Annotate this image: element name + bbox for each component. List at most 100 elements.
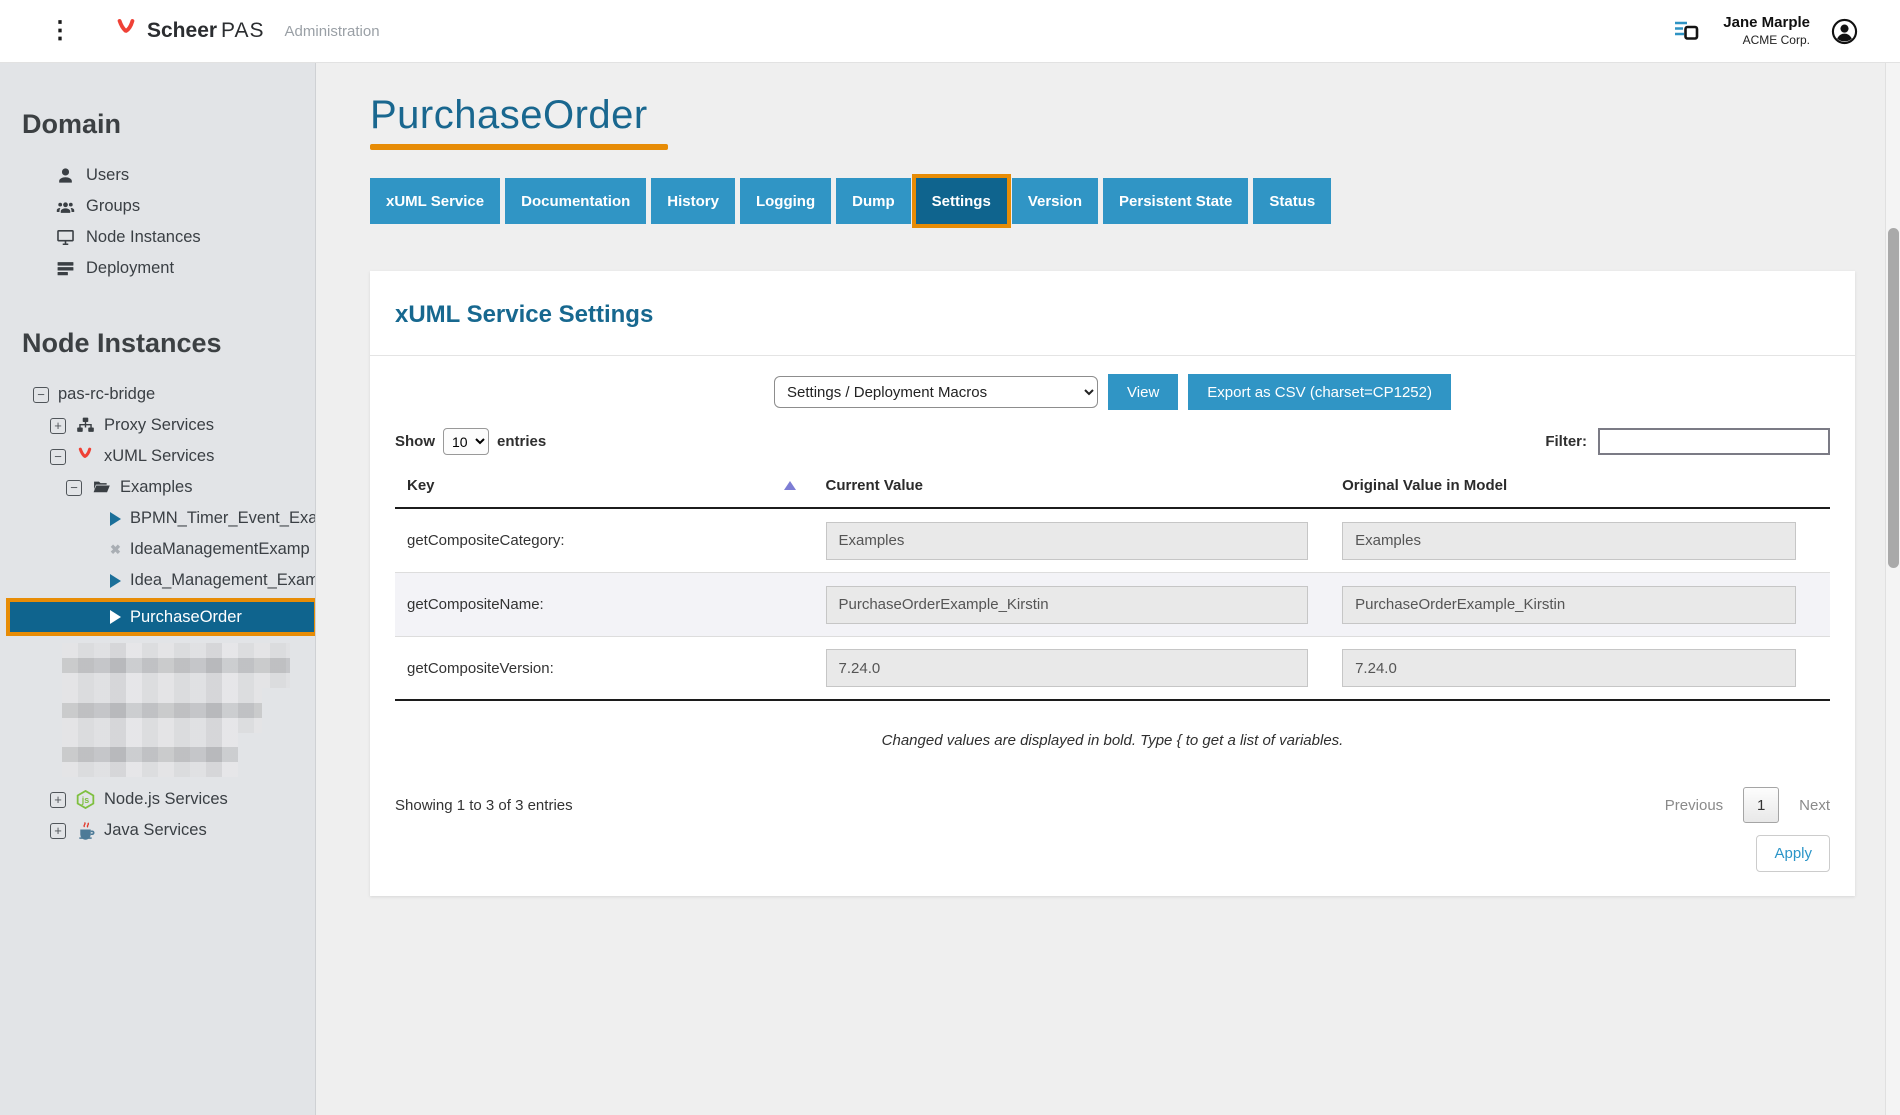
tree-label: PurchaseOrder: [130, 607, 242, 626]
user-icon: [55, 166, 75, 186]
settings-panel: xUML Service Settings Settings / Deploym…: [370, 271, 1855, 896]
sort-ascending-icon: [783, 481, 796, 490]
tab-logging[interactable]: Logging: [739, 178, 832, 224]
tree-node-idea-management[interactable]: Idea_Management_Exam: [0, 565, 315, 596]
user-name: Jane Marple: [1723, 14, 1810, 32]
page-size-select[interactable]: 10: [443, 428, 489, 455]
current-value-input[interactable]: [825, 649, 1309, 687]
sidebar-item-groups[interactable]: Groups: [0, 191, 315, 222]
node-instances-heading: Node Instances: [22, 328, 222, 358]
tab-bar: xUML Service Documentation History Loggi…: [370, 178, 1900, 224]
brand[interactable]: Scheer PAS: [114, 18, 265, 44]
nodejs-icon: js: [75, 790, 95, 810]
domain-heading: Domain: [22, 109, 122, 139]
tab-history[interactable]: History: [651, 178, 735, 224]
tree-node-xuml-services[interactable]: xUML Services: [0, 441, 315, 472]
sidebar-item-deployment[interactable]: Deployment: [0, 253, 315, 284]
sidebar-item-label: Groups: [86, 197, 141, 215]
previous-page-button[interactable]: Previous: [1664, 796, 1724, 814]
tab-version[interactable]: Version: [1011, 178, 1099, 224]
tree-node-nodejs-services[interactable]: js Node.js Services: [0, 784, 315, 815]
app-title: Administration: [284, 22, 380, 40]
next-page-button[interactable]: Next: [1799, 796, 1830, 814]
tab-settings[interactable]: Settings: [915, 178, 1007, 224]
expand-icon[interactable]: [50, 822, 66, 839]
tree-label: BPMN_Timer_Event_Exam: [130, 509, 315, 527]
original-value-input[interactable]: [1342, 585, 1796, 624]
tree-node-purchaseorder-selected[interactable]: PurchaseOrder: [10, 602, 314, 632]
brand-bold: Scheer: [147, 19, 218, 42]
users-icon: [55, 197, 75, 217]
scrollbar-thumb[interactable]: [1888, 228, 1899, 568]
setting-key: getCompositeCategory:: [407, 532, 565, 549]
settings-view-select[interactable]: Settings / Deployment Macros: [774, 376, 1099, 408]
avatar-icon[interactable]: [1830, 17, 1858, 45]
sidebar-item-label: Deployment: [86, 259, 175, 277]
sidebar-item-label: Users: [86, 166, 130, 184]
vertical-scrollbar[interactable]: [1885, 63, 1900, 1115]
tree-node-proxy-services[interactable]: Proxy Services: [0, 410, 315, 441]
tree-label: Idea_Management_Exam: [130, 571, 315, 589]
sidebar-item-node-instances[interactable]: Node Instances: [0, 222, 315, 253]
sidebar: Domain Users Groups Node Instances Deplo…: [0, 63, 316, 1115]
tree-node-bpmn-timer-event[interactable]: BPMN_Timer_Event_Exam: [0, 503, 315, 534]
divider: [370, 355, 1855, 356]
svg-text:js: js: [80, 795, 88, 805]
redacted-content: [62, 643, 315, 777]
page-title[interactable]: PurchaseOrder: [370, 93, 648, 137]
filter-input[interactable]: [1598, 428, 1830, 455]
log-search-icon[interactable]: [1671, 17, 1703, 45]
tree-label: pas-rc-bridge: [58, 385, 156, 403]
monitor-icon: [55, 228, 75, 248]
setting-key: getCompositeName:: [407, 596, 544, 613]
tree-node-java-services[interactable]: Java Services: [0, 815, 315, 846]
hint-text: Changed values are displayed in bold. Ty…: [881, 732, 1344, 749]
column-header-key[interactable]: Key: [395, 477, 826, 494]
stopped-service-icon: ✖: [110, 541, 121, 557]
tab-dump[interactable]: Dump: [836, 178, 911, 224]
entries-label: entries: [497, 433, 547, 450]
tree-label: IdeaManagementExamp: [129, 540, 310, 558]
export-csv-button[interactable]: Export as CSV (charset=CP1252): [1188, 374, 1451, 410]
current-value-input[interactable]: [825, 521, 1309, 560]
tree-label: xUML Services: [104, 447, 215, 465]
running-service-icon: [110, 573, 121, 588]
highlight-box: PurchaseOrder: [6, 598, 315, 636]
user-block: Jane Marple ACME Corp.: [1723, 14, 1810, 48]
tab-status[interactable]: Status: [1253, 178, 1332, 224]
tab-persistent-state[interactable]: Persistent State: [1103, 178, 1249, 224]
panel-heading: xUML Service Settings: [395, 301, 654, 328]
current-value-input[interactable]: [825, 585, 1309, 624]
expand-icon[interactable]: [50, 791, 66, 808]
kebab-menu-icon[interactable]: ⋮: [48, 17, 72, 44]
original-value-input[interactable]: [1342, 521, 1796, 560]
column-header-original-value[interactable]: Original Value in Model: [1342, 477, 1508, 494]
column-header-current-value[interactable]: Current Value: [825, 477, 924, 494]
tree-node-pas-rc-bridge[interactable]: pas-rc-bridge: [0, 379, 315, 410]
brand-light: PAS: [221, 19, 265, 42]
apply-button[interactable]: Apply: [1756, 835, 1830, 872]
settings-table: Key Current Value Original Value in Mode…: [395, 469, 1830, 701]
sitemap-icon: [75, 416, 95, 436]
original-value-input[interactable]: [1342, 649, 1796, 687]
sidebar-item-users[interactable]: Users: [0, 160, 315, 191]
view-button[interactable]: View: [1108, 374, 1179, 410]
scheer-logo-icon: [114, 18, 138, 44]
collapse-icon[interactable]: [33, 386, 49, 403]
tree-node-examples[interactable]: Examples: [0, 472, 315, 503]
main-content: PurchaseOrder xUML Service Documentation…: [316, 63, 1900, 1115]
running-service-icon: [110, 610, 121, 624]
tab-xuml-service[interactable]: xUML Service: [370, 178, 501, 224]
expand-icon[interactable]: [50, 417, 66, 434]
tab-documentation[interactable]: Documentation: [505, 178, 647, 224]
collapse-icon[interactable]: [50, 448, 66, 465]
brand-name: Scheer PAS: [147, 19, 265, 43]
top-bar: ⋮ Scheer PAS Administration Jane Marple A…: [0, 0, 1900, 63]
tree-node-ideamanagement[interactable]: ✖ IdeaManagementExamp: [0, 534, 315, 565]
showing-entries-text: Showing 1 to 3 of 3 entries: [395, 796, 573, 814]
page-1-button[interactable]: 1: [1743, 787, 1780, 823]
running-service-icon: [110, 511, 121, 526]
collapse-icon[interactable]: [66, 479, 82, 496]
table-row: getCompositeName:: [395, 573, 1830, 637]
show-label: Show: [395, 433, 435, 450]
